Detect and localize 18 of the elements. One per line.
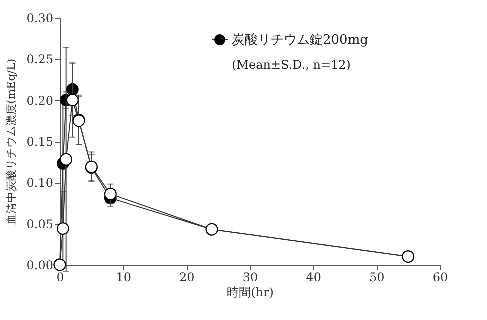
- x-axis-title: 時間(hr): [227, 286, 274, 300]
- y-tick-label: 0.25: [26, 52, 54, 67]
- x-tick-label: 0: [56, 270, 64, 284]
- legend-label: 炭酸リチウム錠200mg: [232, 33, 368, 48]
- x-tick-label: 20: [180, 270, 195, 284]
- x-tick-label: 30: [242, 270, 258, 284]
- x-tick-label: 10: [116, 270, 132, 284]
- y-tick-label: 0.15: [26, 135, 54, 149]
- x-tick-label: 40: [306, 270, 322, 284]
- annotation: (Mean±S.D., n=12): [232, 58, 351, 72]
- x-tick-label: 60: [432, 270, 448, 284]
- y-tick-label: 0.20: [26, 94, 54, 108]
- y-tick-label: 0.10: [26, 176, 54, 190]
- y-tick-label: 0.05: [26, 217, 54, 232]
- y-tick-label: 0.00: [26, 258, 54, 272]
- y-tick-label: 0.30: [26, 12, 54, 26]
- y-axis-title: 血清中炭酸リチウム濃度(mEq/L): [4, 58, 18, 226]
- x-tick-label: 50: [370, 270, 385, 284]
